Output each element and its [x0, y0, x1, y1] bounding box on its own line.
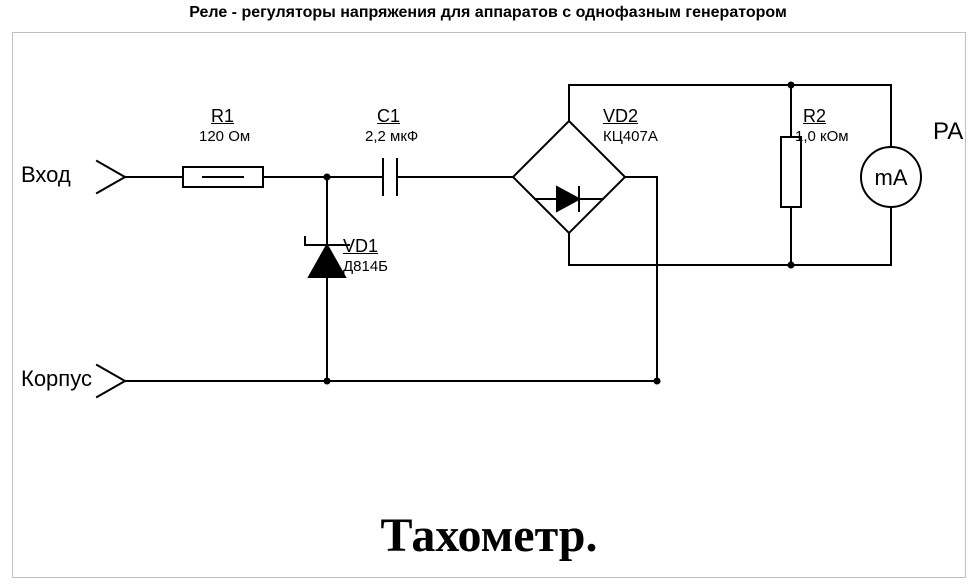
c1-symbol: [383, 159, 397, 195]
ground-terminal-label: Корпус: [21, 367, 92, 390]
pa-designator: PA: [933, 119, 963, 144]
bottom-title: Тахометр.: [13, 508, 965, 563]
r2-value: 1,0 кОм: [795, 129, 849, 145]
page-title: Реле - регуляторы напряжения для аппарат…: [0, 4, 976, 22]
input-terminal-label: Вход: [21, 163, 71, 186]
vd1-designator: VD1: [343, 237, 378, 256]
ground-terminal-icon: [97, 365, 125, 397]
c1-designator: C1: [377, 107, 400, 126]
vd2-designator: VD2: [603, 107, 638, 126]
vd2-value: КЦ407А: [603, 129, 658, 145]
schematic-frame: mA Вход Корпус R1 120 Ом C1 2,2 мкФ VD2 …: [12, 32, 966, 578]
r2-symbol: [781, 137, 801, 207]
vd1-value: Д814Б: [343, 259, 388, 275]
r2-designator: R2: [803, 107, 826, 126]
r1-symbol: [183, 167, 263, 187]
r1-value: 120 Ом: [199, 129, 250, 145]
pa-inside-text: mA: [875, 165, 908, 190]
r1-designator: R1: [211, 107, 234, 126]
input-terminal-icon: [97, 161, 183, 193]
c1-value: 2,2 мкФ: [365, 129, 418, 145]
